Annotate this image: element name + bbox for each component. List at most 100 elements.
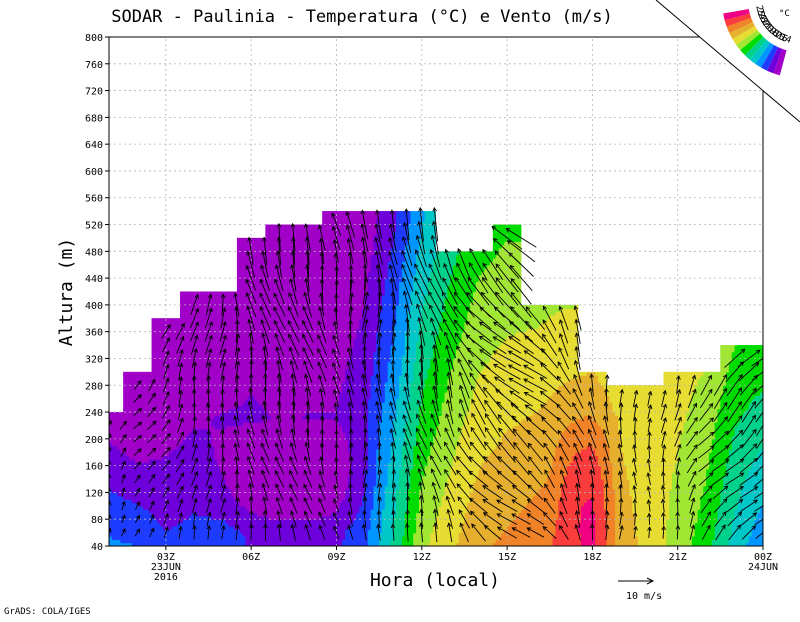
temperature-cell [152,312,155,316]
temperature-cell [143,278,146,282]
temperature-cell [172,281,175,285]
temperature-cell [112,345,115,349]
temperature-cell [157,67,160,71]
temperature-cell [191,271,194,275]
temperature-cell [126,54,129,58]
temperature-cell [197,127,200,131]
temperature-cell [183,131,186,135]
temperature-cell [172,238,175,242]
temperature-cell [155,54,158,58]
temperature-cell [112,77,115,81]
temperature-cell [112,335,115,339]
temperature-cell [123,352,126,356]
temperature-cell [172,84,175,88]
temperature-cell [140,305,143,309]
temperature-cell [197,184,200,188]
temperature-cell [157,148,160,152]
temperature-cell [155,94,158,98]
temperature-cell [135,345,138,349]
temperature-cell [169,151,172,155]
temperature-cell [112,369,115,373]
temperature-cell [166,64,169,68]
temperature-cell [177,148,180,152]
temperature-cell [137,148,140,152]
temperature-cell [197,281,200,285]
temperature-cell [120,104,123,108]
temperature-cell [180,218,183,222]
temperature-cell [123,241,126,245]
temperature-cell [197,204,200,208]
temperature-cell [186,148,189,152]
temperature-cell [169,50,172,54]
temperature-cell [180,47,183,51]
temperature-cell [120,171,123,175]
temperature-cell [186,77,189,81]
temperature-cell [112,107,115,111]
temperature-cell [112,91,115,95]
temperature-cell [169,144,172,148]
temperature-cell [109,295,112,299]
temperature-cell [115,117,118,121]
temperature-cell [146,104,149,108]
temperature-cell [112,211,115,215]
temperature-cell [166,70,169,74]
temperature-cell [152,161,155,165]
temperature-cell [169,184,172,188]
temperature-cell [191,278,194,282]
temperature-cell [143,148,146,152]
temperature-cell [172,265,175,269]
temperature-cell [174,77,177,81]
temperature-cell [123,204,126,208]
temperature-cell [152,184,155,188]
temperature-cell [146,188,149,192]
temperature-cell [169,201,172,205]
temperature-cell [123,184,126,188]
temperature-cell [194,81,197,85]
temperature-cell [123,174,126,178]
temperature-cell [135,178,138,182]
temperature-cell [123,57,126,61]
temperature-cell [152,101,155,105]
temperature-cell [180,40,183,44]
temperature-cell [189,178,192,182]
temperature-cell [143,201,146,205]
temperature-cell [200,117,203,121]
temperature-cell [115,365,118,369]
temperature-cell [200,131,203,135]
temperature-cell [169,295,172,299]
temperature-cell [174,198,177,202]
temperature-cell [152,174,155,178]
temperature-cell [149,158,152,162]
temperature-cell [123,44,126,48]
temperature-cell [118,399,121,403]
temperature-cell [166,261,169,265]
temperature-cell [129,218,132,222]
temperature-cell [129,348,132,352]
temperature-cell [115,352,118,356]
temperature-cell [146,352,149,356]
temperature-cell [155,151,158,155]
temperature-cell [126,258,129,262]
temperature-cell [140,124,143,128]
temperature-cell [180,50,183,54]
temperature-cell [123,308,126,312]
temperature-cell [112,318,115,322]
temperature-cell [129,261,132,265]
temperature-cell [155,84,158,88]
temperature-cell [177,151,180,155]
temperature-cell [146,161,149,165]
temperature-cell [143,345,146,349]
temperature-cell [115,345,118,349]
temperature-cell [146,37,149,41]
temperature-cell [123,107,126,111]
temperature-cell [120,211,123,215]
temperature-cell [120,292,123,296]
temperature-cell [197,261,200,265]
temperature-cell [135,107,138,111]
temperature-cell [157,208,160,212]
temperature-cell [177,104,180,108]
temperature-cell [135,127,138,131]
temperature-cell [191,84,194,88]
temperature-cell [146,208,149,212]
temperature-cell [194,107,197,111]
